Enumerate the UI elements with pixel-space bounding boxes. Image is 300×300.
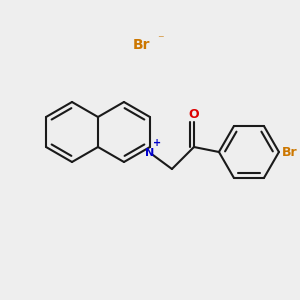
Text: +: + <box>153 138 161 148</box>
Text: Br: Br <box>133 38 151 52</box>
Text: N: N <box>145 148 154 158</box>
Text: ⁻: ⁻ <box>157 34 163 46</box>
Text: O: O <box>189 107 199 121</box>
Text: Br: Br <box>282 146 298 158</box>
